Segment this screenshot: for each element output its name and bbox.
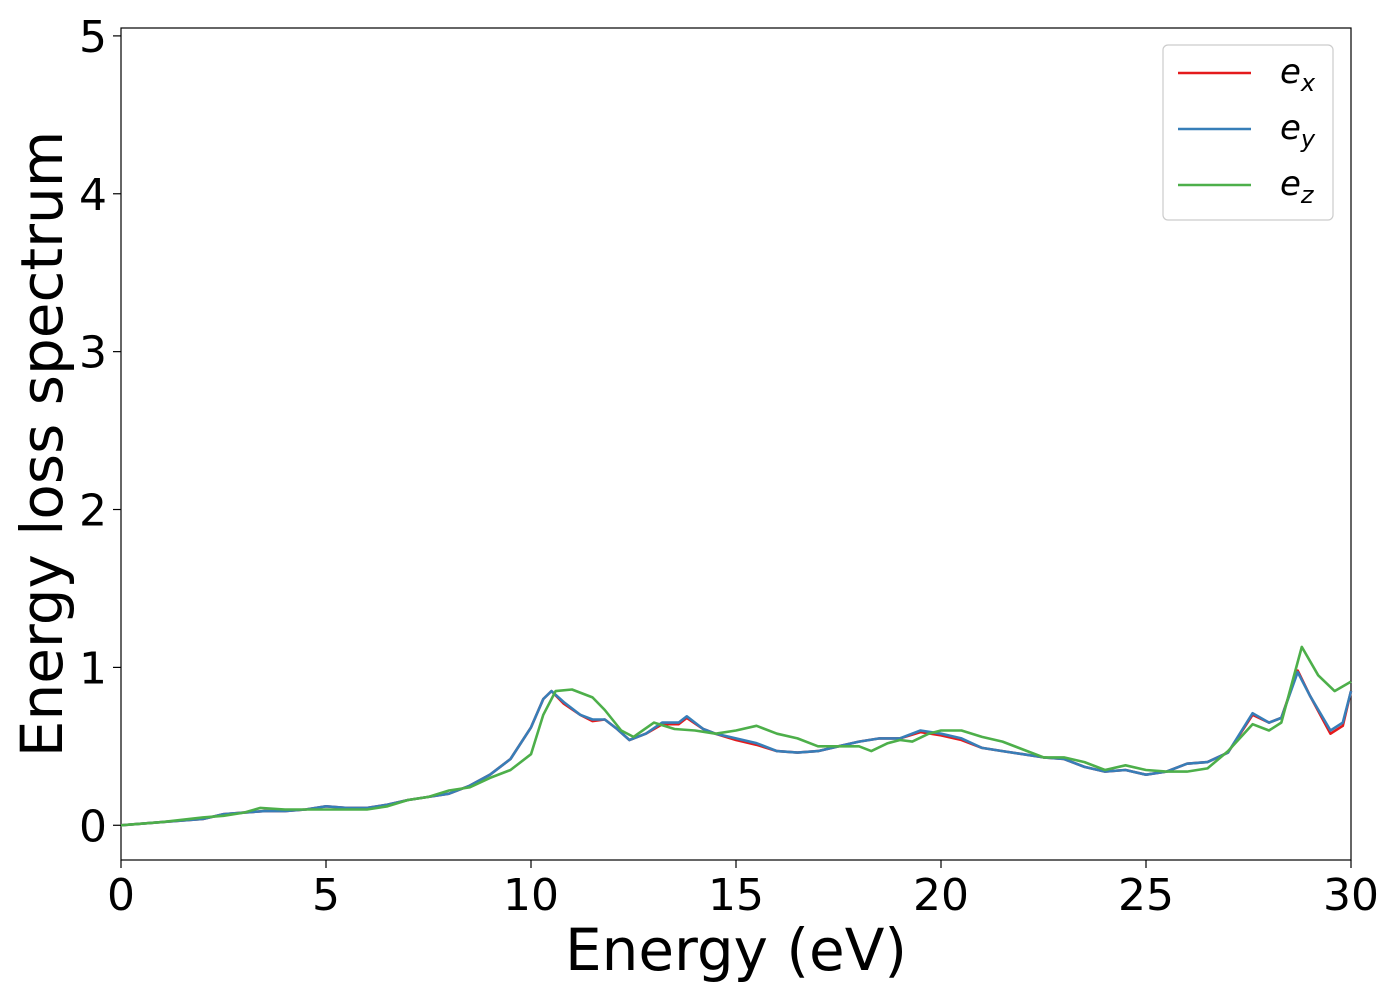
y-tick-label: 4 bbox=[79, 170, 107, 221]
legend: ex ey ez bbox=[1162, 44, 1334, 221]
ticks-layer: 0 5 10 15 20 25 30 0 1 2 3 4 5 bbox=[79, 12, 1379, 921]
x-tick-label: 25 bbox=[1118, 870, 1174, 921]
y-tick-label: 1 bbox=[79, 643, 107, 694]
x-tick-label: 20 bbox=[913, 870, 969, 921]
series-line-z bbox=[120, 645, 1352, 827]
y-axis-title: Energy loss spectrum bbox=[8, 131, 76, 757]
series-layer bbox=[120, 645, 1353, 827]
x-tick-label: 10 bbox=[503, 870, 559, 921]
x-tick-label: 15 bbox=[708, 870, 764, 921]
y-tick-label: 2 bbox=[79, 486, 107, 537]
legend-frame bbox=[1162, 44, 1334, 221]
x-axis-title: Energy (eV) bbox=[565, 916, 907, 984]
x-tick-label: 30 bbox=[1323, 870, 1379, 921]
x-tick-label: 0 bbox=[107, 870, 135, 921]
y-tick-label: 0 bbox=[79, 801, 107, 852]
series-line-x bbox=[120, 669, 1353, 827]
legend-label-y: ey bbox=[1280, 108, 1316, 153]
y-tick-label: 5 bbox=[79, 12, 107, 63]
series-line-y bbox=[120, 670, 1353, 827]
y-tick-label: 3 bbox=[79, 328, 107, 379]
legend-label-x: ex bbox=[1280, 52, 1316, 97]
x-tick-label: 5 bbox=[312, 870, 340, 921]
legend-label-z: ez bbox=[1280, 164, 1315, 209]
